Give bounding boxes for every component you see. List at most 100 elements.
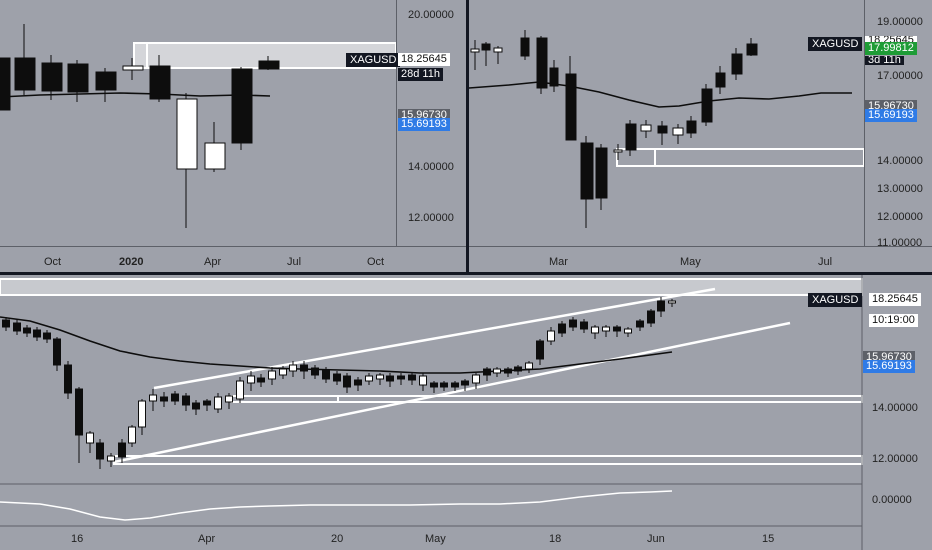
x-tick: Jun	[647, 533, 665, 545]
candles	[2, 297, 676, 469]
chart-pane-monthly[interactable]: 20.00000 14.00000 12.00000 XAGUSD 18.256…	[0, 0, 466, 272]
candle	[182, 395, 190, 406]
candle	[624, 328, 632, 334]
candle	[520, 37, 530, 57]
candle	[0, 57, 11, 111]
candle	[343, 375, 351, 388]
candle	[715, 72, 726, 88]
candle	[514, 366, 522, 372]
candle	[580, 321, 588, 330]
candle	[493, 47, 503, 53]
candle	[258, 60, 280, 70]
candle	[14, 57, 36, 91]
x-tick: Mar	[549, 256, 568, 268]
candle	[636, 320, 644, 328]
candle	[257, 377, 265, 383]
blue-price-tag: 15.69193	[398, 118, 450, 131]
candle	[376, 374, 384, 380]
y-tick: 17.00000	[877, 70, 923, 82]
candle	[204, 142, 226, 170]
candle	[13, 322, 21, 332]
candle	[354, 379, 362, 386]
candle	[640, 124, 652, 132]
candle	[75, 388, 83, 436]
pane-separator-horizontal[interactable]	[0, 272, 932, 275]
candle	[613, 149, 623, 153]
candle	[118, 442, 126, 458]
x-tick: Jul	[818, 256, 833, 268]
y-tick: 12.00000	[408, 212, 454, 224]
chart-pane-weekly[interactable]: 19.00000 17.00000 14.00000 13.00000 12.0…	[469, 0, 932, 272]
y-tick: 11.00000	[877, 237, 923, 249]
candle	[549, 67, 559, 87]
y-tick: 12.00000	[872, 453, 918, 465]
candle	[300, 364, 308, 372]
x-tick: 20	[331, 533, 344, 545]
candle	[279, 368, 287, 376]
y-tick: 19.00000	[877, 16, 923, 28]
current-price-tag: 17.99812	[865, 42, 917, 55]
candle	[483, 368, 491, 376]
candle	[591, 326, 599, 334]
candle	[657, 300, 665, 312]
candle	[472, 374, 480, 384]
candle	[95, 71, 117, 91]
candle	[565, 73, 577, 141]
candle	[64, 364, 72, 394]
candle	[558, 323, 566, 334]
candle	[128, 426, 136, 444]
candle	[657, 125, 668, 134]
candle	[613, 326, 621, 332]
candle	[625, 123, 637, 151]
y-tick: 20.00000	[408, 9, 454, 21]
candle	[176, 98, 198, 170]
support-zone	[113, 455, 863, 465]
support-zone	[231, 395, 863, 403]
chart-pane-daily[interactable]: 14.00000 12.00000 0.00000 XAGUSD 18.2564…	[0, 275, 932, 550]
x-tick: Oct	[44, 256, 62, 268]
candle	[122, 65, 144, 71]
candle	[481, 43, 491, 51]
x-tick: Apr	[198, 533, 216, 545]
oscillator-tick: 0.00000	[872, 494, 912, 506]
candle	[686, 120, 697, 134]
candle	[461, 380, 469, 386]
y-tick: 14.00000	[872, 402, 918, 414]
x-tick: Jul	[287, 256, 302, 268]
y-tick: 12.00000	[877, 211, 923, 223]
weekly-chart-canvas[interactable]	[469, 0, 932, 272]
candle	[86, 432, 94, 444]
time-scale-divider	[0, 246, 466, 247]
candle	[419, 375, 427, 386]
daily-chart-canvas[interactable]	[0, 275, 932, 550]
candle	[138, 400, 146, 428]
candle	[547, 330, 555, 342]
y-tick: 13.00000	[877, 183, 923, 195]
y-tick: 14.00000	[408, 161, 454, 173]
candle	[41, 62, 63, 92]
candle	[536, 340, 544, 360]
candle	[525, 362, 533, 370]
candle	[602, 326, 610, 332]
x-tick: 15	[762, 533, 775, 545]
candle	[214, 396, 222, 410]
candle	[470, 48, 480, 53]
monthly-chart-canvas[interactable]	[0, 0, 466, 272]
candle	[160, 396, 168, 402]
pane-separator-vertical[interactable]	[466, 0, 469, 272]
x-tick: May	[680, 256, 701, 268]
blue-price-tag: 15.69193	[863, 360, 915, 373]
candle	[43, 332, 51, 340]
candle	[440, 382, 448, 388]
candle	[397, 375, 405, 380]
candle	[536, 37, 548, 89]
candle	[580, 142, 594, 200]
y-tick: 14.00000	[877, 155, 923, 167]
candle	[746, 43, 758, 56]
bar-countdown: 10:19:00	[869, 314, 918, 327]
candle	[236, 380, 244, 400]
candle	[451, 382, 459, 388]
channel-lower-line	[113, 321, 791, 464]
candle	[365, 375, 373, 382]
